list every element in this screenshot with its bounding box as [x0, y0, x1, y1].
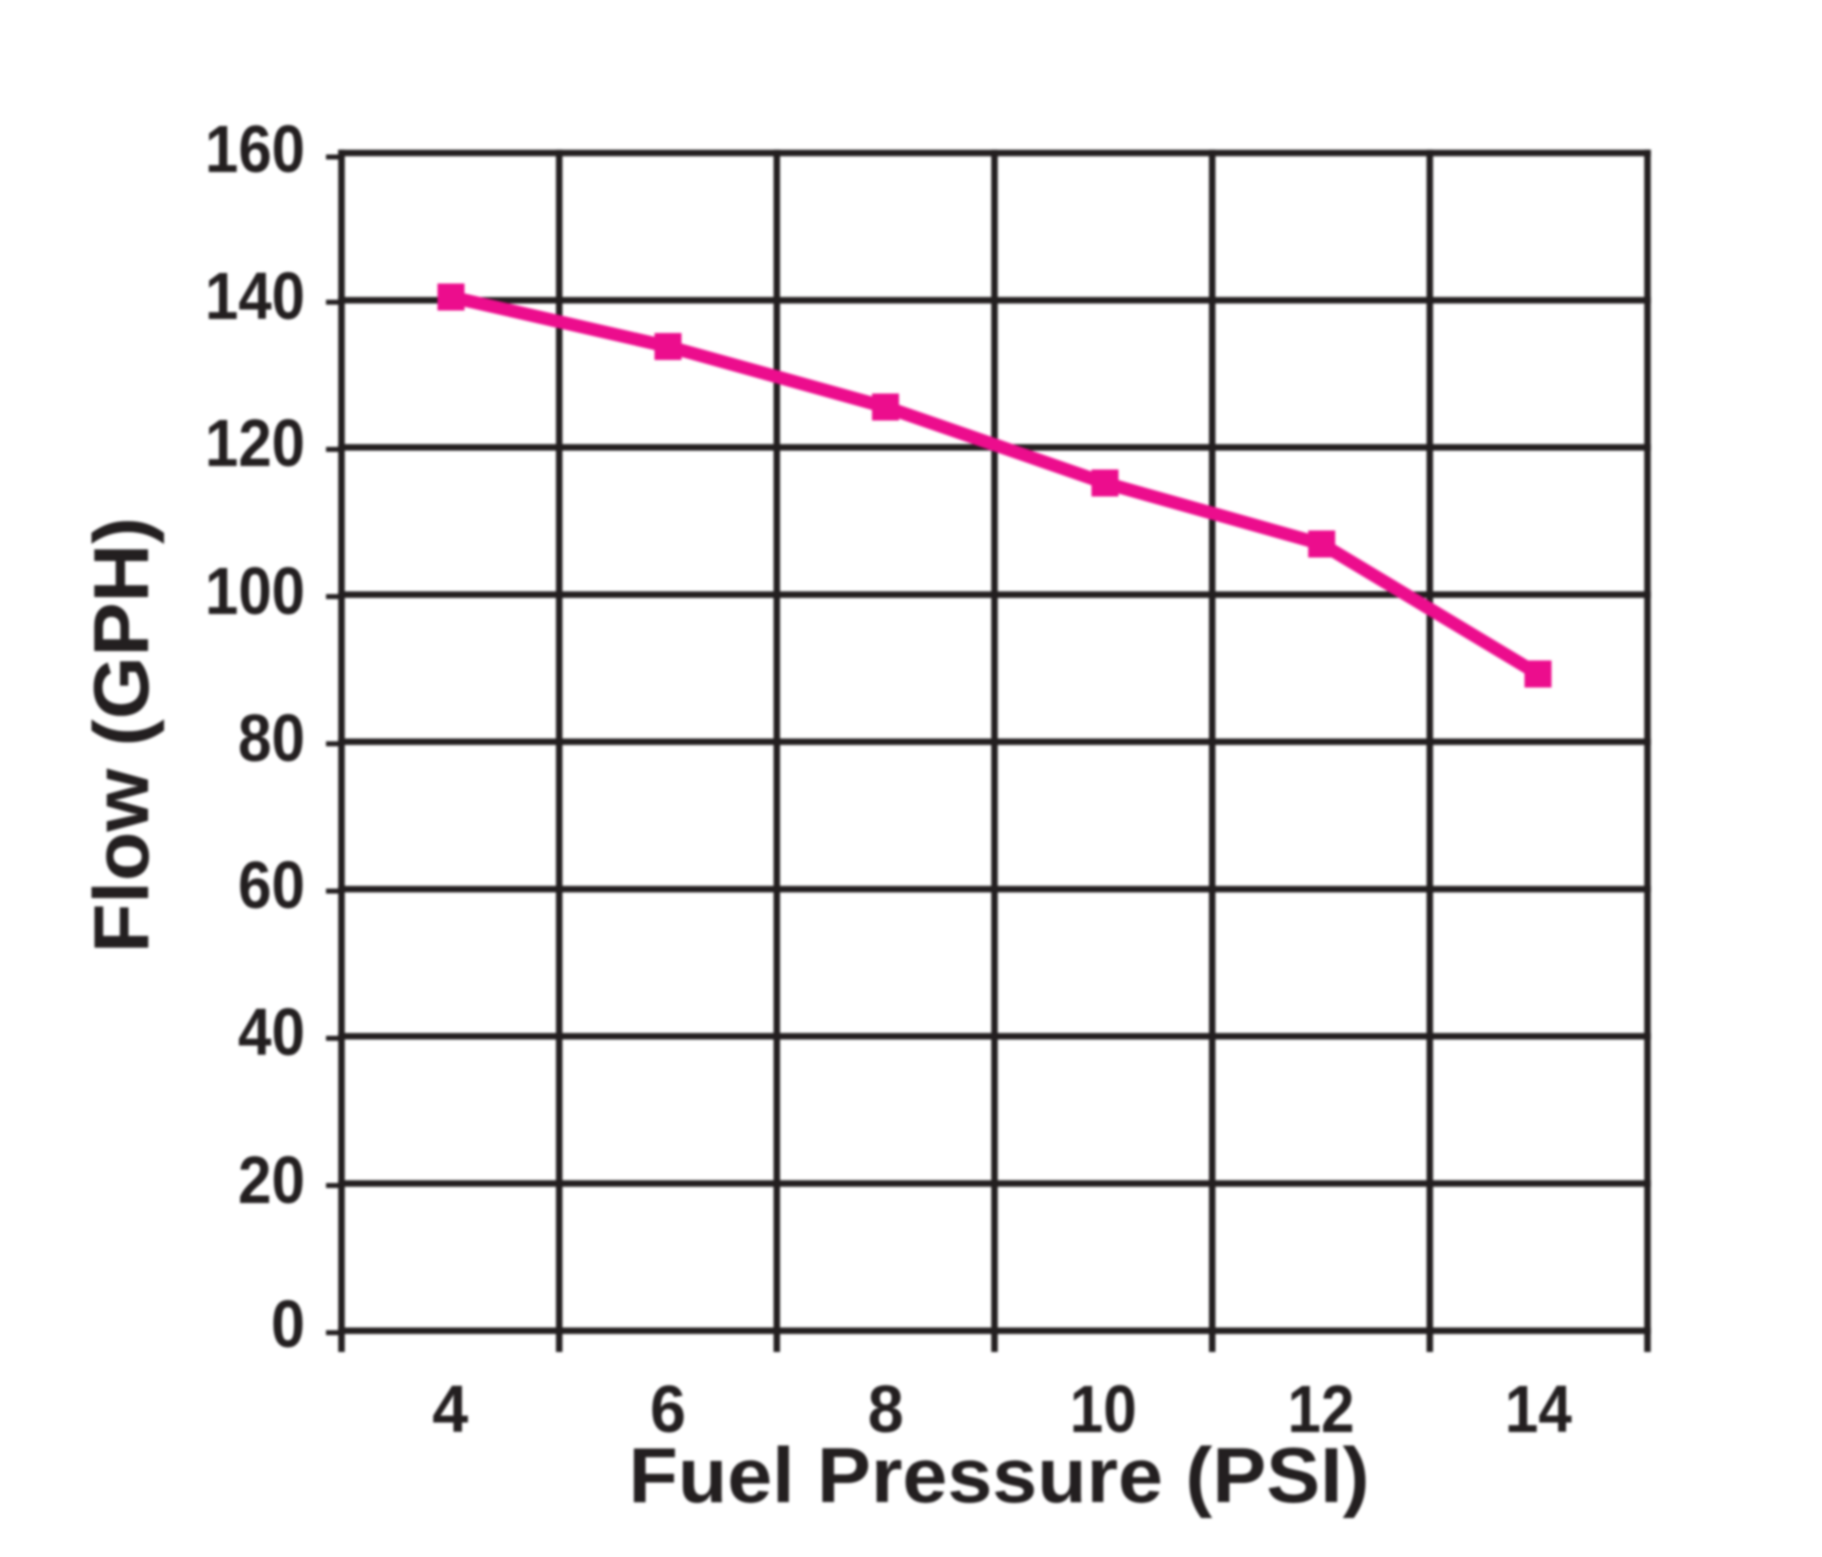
- svg-text:8: 8: [868, 1372, 904, 1447]
- svg-text:0: 0: [271, 1287, 305, 1362]
- svg-text:Flow (GPH): Flow (GPH): [77, 517, 165, 953]
- svg-text:6: 6: [650, 1372, 686, 1447]
- svg-text:120: 120: [205, 406, 305, 481]
- svg-text:20: 20: [238, 1143, 305, 1218]
- svg-text:60: 60: [238, 848, 305, 923]
- svg-text:12: 12: [1288, 1372, 1355, 1447]
- svg-text:160: 160: [205, 112, 305, 187]
- svg-text:Fuel Pressure (PSI): Fuel Pressure (PSI): [629, 1431, 1370, 1519]
- svg-text:4: 4: [432, 1372, 468, 1447]
- svg-text:100: 100: [205, 554, 305, 629]
- svg-text:14: 14: [1505, 1372, 1572, 1447]
- svg-text:140: 140: [205, 259, 305, 334]
- svg-text:10: 10: [1070, 1372, 1137, 1447]
- svg-text:80: 80: [238, 701, 305, 776]
- svg-text:40: 40: [238, 995, 305, 1070]
